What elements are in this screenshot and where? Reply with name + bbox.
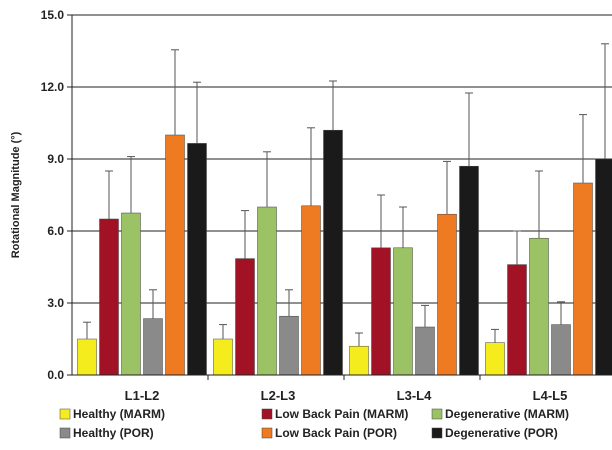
category-labels: L1-L2 L2-L3 L3-L4 L4-L5 bbox=[125, 388, 568, 403]
y-tick-label: 15.0 bbox=[41, 8, 65, 22]
legend-swatch bbox=[59, 408, 71, 420]
bar bbox=[187, 143, 207, 376]
bar bbox=[393, 247, 413, 376]
bar bbox=[415, 326, 435, 376]
bar bbox=[573, 182, 593, 376]
legend-swatch bbox=[431, 408, 443, 420]
bar bbox=[121, 212, 141, 376]
legend-swatch bbox=[261, 408, 273, 420]
category-label: L3-L4 bbox=[397, 388, 432, 403]
bar bbox=[595, 158, 612, 376]
y-tick-labels: 0.0 3.0 6.0 9.0 12.0 15.0 bbox=[41, 8, 65, 382]
bar bbox=[371, 247, 391, 376]
category-label: L2-L3 bbox=[261, 388, 296, 403]
bar bbox=[279, 315, 299, 376]
bar bbox=[257, 206, 277, 376]
legend-label: Low Back Pain (POR) bbox=[275, 426, 397, 440]
legend: Healthy (MARM) Low Back Pain (MARM) Degene… bbox=[59, 407, 569, 440]
y-tick-label: 3.0 bbox=[47, 296, 64, 310]
error-bars bbox=[83, 43, 609, 347]
category-label: L4-L5 bbox=[533, 388, 568, 403]
bar bbox=[551, 324, 571, 376]
legend-label: Degenerative (MARM) bbox=[445, 407, 569, 421]
legend-label: Low Back Pain (MARM) bbox=[275, 407, 408, 421]
bar bbox=[323, 129, 343, 376]
bar bbox=[235, 258, 255, 376]
legend-label: Degenerative (POR) bbox=[445, 426, 558, 440]
category-label: L1-L2 bbox=[125, 388, 160, 403]
bar bbox=[529, 237, 549, 376]
bars bbox=[77, 129, 612, 376]
y-tick-label: 12.0 bbox=[41, 80, 65, 94]
axes bbox=[67, 14, 612, 380]
bar bbox=[143, 318, 163, 376]
bar bbox=[301, 205, 321, 376]
legend-swatch bbox=[59, 427, 71, 439]
bar bbox=[165, 134, 185, 376]
bar bbox=[213, 338, 233, 376]
bar bbox=[99, 218, 119, 376]
legend-label: Healthy (POR) bbox=[73, 426, 154, 440]
y-tick-label: 0.0 bbox=[47, 368, 64, 382]
y-axis-title: Rotational Magnitude (°) bbox=[10, 131, 22, 258]
bar bbox=[349, 345, 369, 376]
legend-swatch bbox=[261, 427, 273, 439]
bar bbox=[77, 338, 97, 376]
bar bbox=[437, 213, 457, 376]
bar bbox=[507, 264, 527, 376]
y-tick-label: 6.0 bbox=[47, 224, 64, 238]
legend-swatch bbox=[431, 427, 443, 439]
bar bbox=[485, 342, 505, 376]
bar bbox=[459, 165, 479, 376]
legend-label: Healthy (MARM) bbox=[73, 407, 165, 421]
y-tick-label: 9.0 bbox=[47, 152, 64, 166]
